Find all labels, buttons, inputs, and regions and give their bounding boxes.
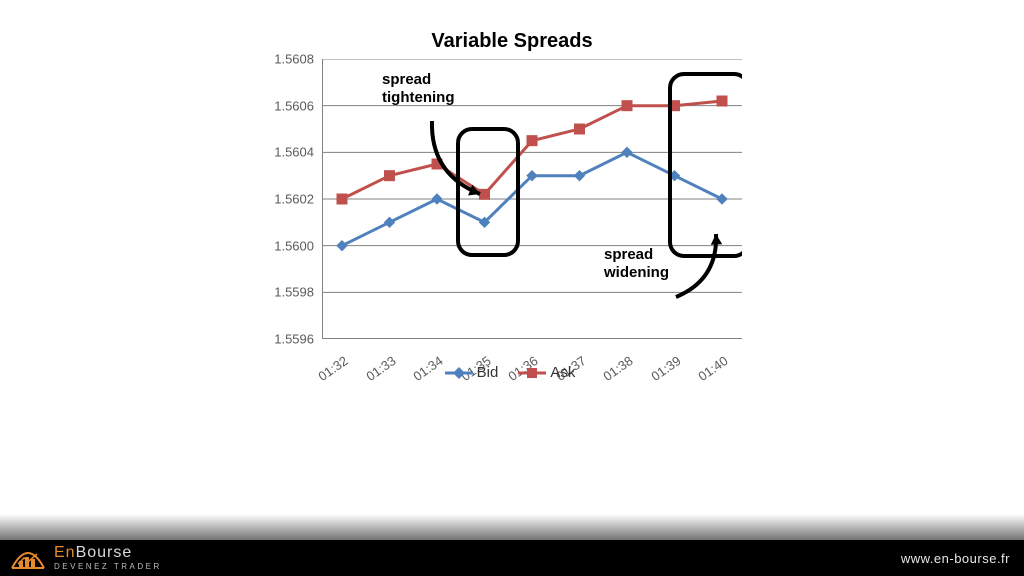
plot: spreadtighteningspreadwidening xyxy=(322,59,742,339)
svg-text:tightening: tightening xyxy=(382,89,454,106)
legend-label: Ask xyxy=(550,364,575,381)
brand-name-accent: En xyxy=(54,544,76,561)
y-tick-label: 1.5604 xyxy=(274,145,314,160)
y-tick-label: 1.5606 xyxy=(274,98,314,113)
footer-url: www.en-bourse.fr xyxy=(901,551,1010,566)
y-tick-label: 1.5608 xyxy=(274,52,314,67)
legend: Bid Ask xyxy=(260,364,760,384)
svg-text:widening: widening xyxy=(603,264,669,281)
legend-item-ask: Ask xyxy=(518,364,575,381)
y-tick-label: 1.5602 xyxy=(274,192,314,207)
chart-svg: spreadtighteningspreadwidening xyxy=(322,59,742,339)
svg-text:spread: spread xyxy=(604,246,653,263)
legend-item-bid: Bid xyxy=(445,364,499,381)
footer-bar: EnBourse DEVENEZ TRADER www.en-bourse.fr xyxy=(0,540,1024,576)
y-tick-label: 1.5600 xyxy=(274,238,314,253)
brand-name-tail: Bourse xyxy=(76,544,133,561)
brand-tagline: DEVENEZ TRADER xyxy=(54,563,162,571)
brand-name: EnBourse xyxy=(54,545,162,561)
brand-text: EnBourse DEVENEZ TRADER xyxy=(54,545,162,571)
variable-spreads-chart: Variable Spreads 1.55961.55981.56001.560… xyxy=(260,30,764,339)
legend-swatch-icon xyxy=(445,366,473,380)
y-tick-label: 1.5596 xyxy=(274,332,314,347)
y-tick-label: 1.5598 xyxy=(274,285,314,300)
plot-area: 1.55961.55981.56001.56021.56041.56061.56… xyxy=(260,59,760,339)
stage: Variable Spreads 1.5596 1.5598 1.5600 1.560… xyxy=(0,0,1024,576)
brand-logo-icon xyxy=(10,544,46,572)
legend-swatch-icon xyxy=(518,366,546,380)
chart-title: Variable Spreads xyxy=(260,30,764,53)
brand: EnBourse DEVENEZ TRADER xyxy=(10,544,162,572)
footer-gradient xyxy=(0,514,1024,540)
y-axis-labels: 1.55961.55981.56001.56021.56041.56061.56… xyxy=(260,59,318,339)
svg-text:spread: spread xyxy=(382,71,431,88)
legend-label: Bid xyxy=(477,364,499,381)
